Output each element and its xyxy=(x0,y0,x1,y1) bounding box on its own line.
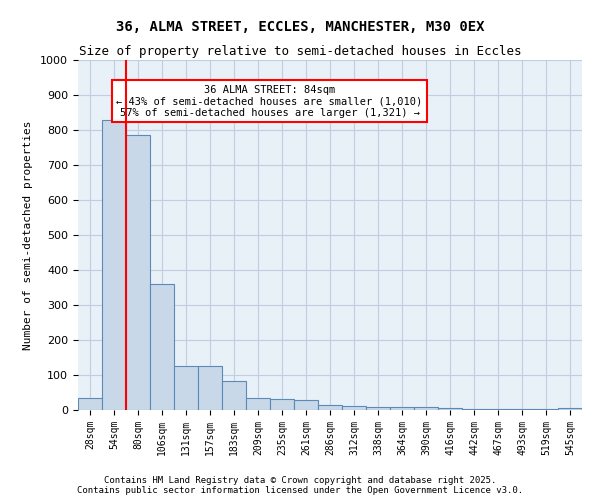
Bar xyxy=(486,409,510,410)
Bar xyxy=(318,405,342,410)
Bar xyxy=(462,409,486,410)
Text: Contains public sector information licensed under the Open Government Licence v3: Contains public sector information licen… xyxy=(77,486,523,495)
Text: 36, ALMA STREET, ECCLES, MANCHESTER, M30 0EX: 36, ALMA STREET, ECCLES, MANCHESTER, M30… xyxy=(116,20,484,34)
Bar xyxy=(270,399,294,410)
Bar xyxy=(390,406,414,410)
Bar xyxy=(246,398,270,410)
Bar xyxy=(414,407,438,410)
Bar xyxy=(126,135,150,410)
Bar xyxy=(174,366,198,410)
Bar xyxy=(198,366,222,410)
Bar xyxy=(222,382,246,410)
Bar xyxy=(78,398,102,410)
Bar xyxy=(342,406,366,410)
Bar xyxy=(366,406,390,410)
Text: Size of property relative to semi-detached houses in Eccles: Size of property relative to semi-detach… xyxy=(79,45,521,58)
Bar xyxy=(102,120,126,410)
Text: 36 ALMA STREET: 84sqm
← 43% of semi-detached houses are smaller (1,010)
57% of s: 36 ALMA STREET: 84sqm ← 43% of semi-deta… xyxy=(116,84,422,117)
Y-axis label: Number of semi-detached properties: Number of semi-detached properties xyxy=(23,120,34,350)
Bar xyxy=(294,400,318,410)
Bar xyxy=(510,409,534,410)
Bar xyxy=(150,284,174,410)
Bar xyxy=(558,408,582,410)
Text: Contains HM Land Registry data © Crown copyright and database right 2025.: Contains HM Land Registry data © Crown c… xyxy=(104,476,496,485)
Bar xyxy=(438,408,462,410)
Bar xyxy=(534,409,558,410)
